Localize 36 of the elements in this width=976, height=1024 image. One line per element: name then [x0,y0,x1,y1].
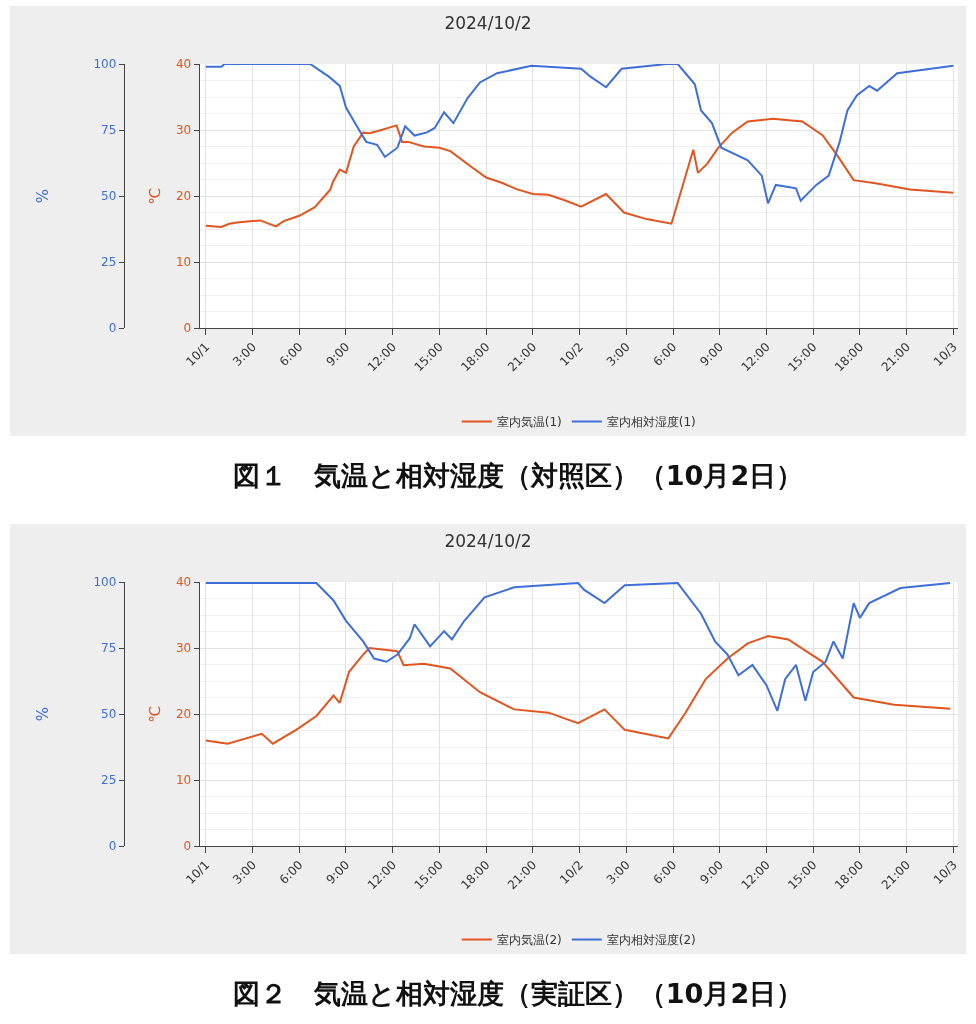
legend-label: 室内気温(2) [496,933,562,948]
y2-axis-title: ℃ [145,705,164,723]
y-tick-label: 100 [93,57,117,72]
line-series [204,117,955,229]
line-series [204,582,952,712]
caption: 図２ 気温と相対湿度（実証区）（10月2日） [231,977,805,1011]
legend-label: 室内相対湿度(1) [606,415,696,430]
y2-tick-label: 30 [175,123,192,138]
y2-tick-label: 20 [175,707,192,722]
y-tick-label: 50 [101,189,117,204]
legend-label: 室内気温(1) [496,415,562,430]
y2-axis-title: ℃ [145,187,164,205]
y-tick-label: 0 [108,839,117,854]
caption: 図１ 気温と相対湿度（対照区）（10月2日） [231,459,805,493]
y2-tick-label: 0 [183,839,192,854]
legend-label: 室内相対湿度(2) [606,933,696,948]
chart-title: 2024/10/2 [444,12,532,33]
y-tick-label: 25 [101,773,117,788]
y-axis-title: % [33,706,52,722]
y2-tick-label: 10 [175,255,192,270]
y-axis-title: % [33,188,52,204]
y-tick-label: 50 [101,707,117,722]
line-series [204,64,955,205]
y-tick-label: 0 [108,321,117,336]
y2-tick-label: 10 [175,773,192,788]
line-series [204,635,952,745]
chart-title: 2024/10/2 [444,530,532,551]
y2-tick-label: 40 [175,57,192,72]
y2-tick-label: 0 [183,321,192,336]
y2-tick-label: 30 [175,641,192,656]
y2-tick-label: 20 [175,189,192,204]
y-tick-label: 75 [101,123,117,138]
y-tick-label: 25 [101,255,117,270]
y-tick-label: 75 [101,641,117,656]
y2-tick-label: 40 [175,575,192,590]
y-tick-label: 100 [93,575,117,590]
